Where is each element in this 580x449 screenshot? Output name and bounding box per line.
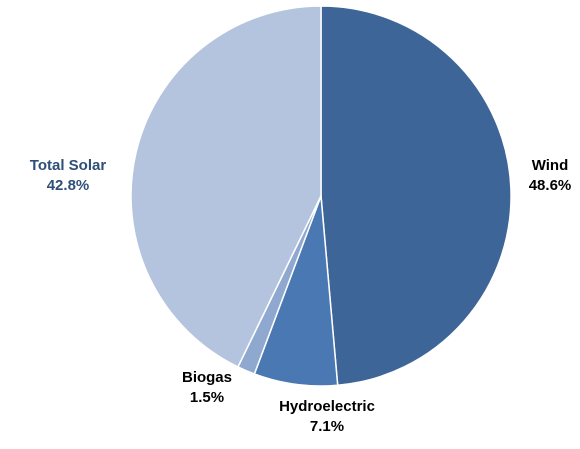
pie-slice-total-solar (130, 5, 322, 368)
pie-labels: Wind 48.6% Hydroelectric 7.1% Biogas 1.5% Tota… (30, 157, 571, 435)
pie-slices (130, 5, 512, 387)
data-label-total-solar: Total Solar 42.8% (30, 157, 107, 194)
data-label-wind: Wind 48.6% (529, 157, 572, 194)
data-label-hydroelectric: Hydroelectric 7.1% (279, 398, 375, 435)
slice-value-total-solar: 42.8% (47, 177, 90, 194)
slice-name-total-solar: Total Solar (30, 157, 107, 174)
slice-name-wind: Wind (532, 157, 569, 174)
slice-name-hydroelectric: Hydroelectric (279, 398, 375, 415)
pie-slice-wind (320, 5, 512, 387)
slice-value-hydroelectric: 7.1% (310, 418, 344, 435)
slice-name-biogas: Biogas (182, 369, 232, 386)
slice-value-wind: 48.6% (529, 177, 572, 194)
data-label-biogas: Biogas 1.5% (182, 369, 232, 406)
slice-value-biogas: 1.5% (190, 389, 224, 406)
